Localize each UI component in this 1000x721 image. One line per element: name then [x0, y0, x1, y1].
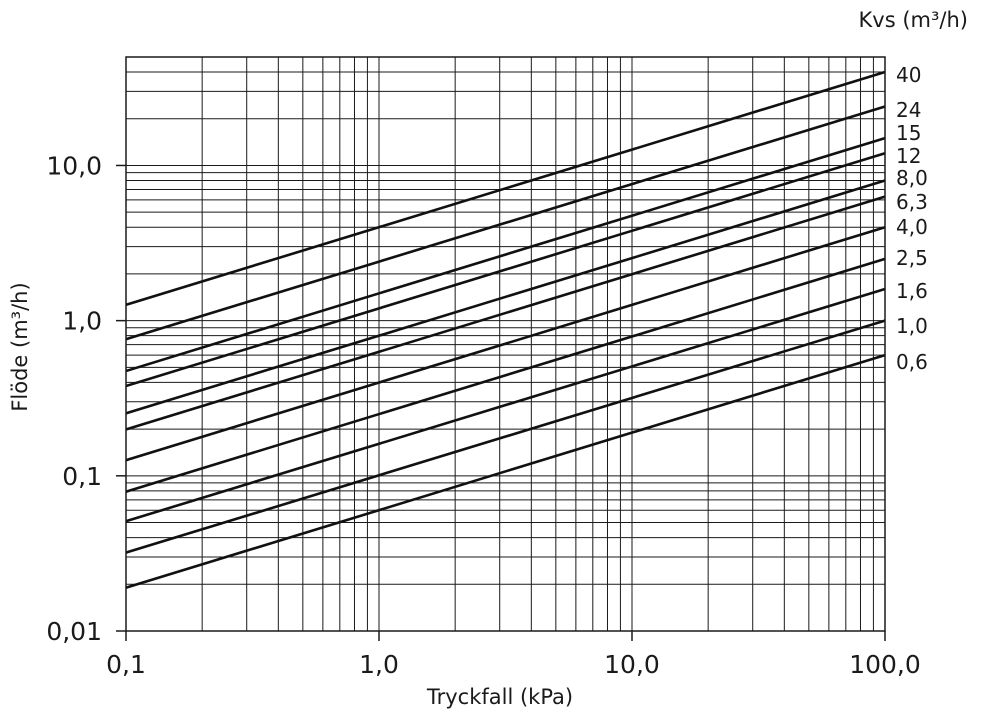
x-tick-label: 0,1 [106, 650, 146, 679]
series-line-kvs-40 [125, 70, 886, 307]
x-tick-label: 10,0 [604, 650, 660, 679]
x-tick-labels: 0,1 1,0 10,0 100,0 [106, 631, 921, 679]
kvs-label: 40 [896, 63, 921, 87]
plot-frame [125, 56, 886, 632]
series-line-kvs-6-3 [125, 195, 886, 431]
kvs-label: 12 [896, 144, 921, 168]
y-tick-labels: 0,01 0,1 1,0 10,0 [46, 151, 126, 646]
kvs-label: 15 [896, 121, 921, 145]
series-line-kvs-1-0 [125, 319, 886, 554]
series-line-kvs-0-6 [125, 353, 886, 589]
kvs-label: 2,5 [896, 246, 928, 270]
series-line-kvs-24 [125, 105, 886, 341]
kvs-label: 24 [896, 98, 921, 122]
y-tick-label: 0,01 [46, 617, 102, 646]
x-tick-label: 1,0 [359, 650, 399, 679]
series-line-kvs-2-5 [125, 257, 886, 493]
kvs-label: 0,6 [896, 350, 928, 374]
series-lines [125, 70, 886, 589]
kvs-label: 8,0 [896, 166, 928, 190]
kvs-label: 4,0 [896, 215, 928, 239]
y-tick-label: 10,0 [46, 151, 102, 180]
kvs-label: 6,3 [896, 190, 928, 214]
y-tick-label: 1,0 [62, 307, 102, 336]
y-tick-label: 0,1 [62, 462, 102, 491]
kvs-label: 1,0 [896, 314, 928, 338]
series-line-kvs-15 [125, 136, 886, 373]
series-line-kvs-1-6 [125, 287, 886, 523]
y-axis-title: Flöde (m³/h) [8, 282, 32, 411]
series-line-kvs-12 [125, 151, 886, 388]
x-axis-title: Tryckfall (kPa) [426, 685, 573, 709]
series-line-kvs-4-0 [125, 225, 886, 462]
kvs-label: 1,6 [896, 279, 928, 303]
grid [125, 56, 885, 632]
series-line-kvs-8-0 [125, 179, 886, 415]
legend-title: Kvs (m³/h) [859, 8, 968, 32]
x-tick-label: 100,0 [849, 650, 921, 679]
